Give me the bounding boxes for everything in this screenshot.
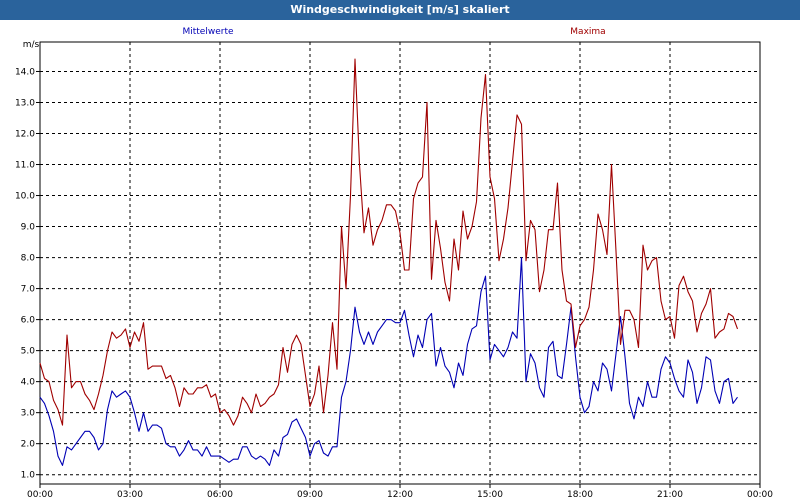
window-title: Windgeschwindigkeit [m/s] skaliert — [0, 0, 800, 20]
y-tick-label: 9.0 — [21, 223, 36, 233]
x-tick-time: 09:00 — [297, 490, 323, 500]
x-tick-time: 06:00 — [207, 490, 233, 500]
x-tick-time: 18:00 — [567, 490, 593, 500]
x-tick-time: 03:00 — [117, 490, 143, 500]
series-group — [39, 58, 739, 466]
y-tick-label: 1.0 — [21, 471, 36, 481]
y-tick-label: 10.0 — [15, 192, 35, 202]
y-axis-unit: m/s — [23, 40, 40, 50]
wind-speed-chart: 1.0 2.0 3.0 4.0 5.0 6.0 7.0 8.0 9.0 10.0 11.0 12.0 1… — [15, 27, 773, 500]
y-tick-label: 5.0 — [21, 347, 36, 357]
x-tick-time: 12:00 — [387, 490, 413, 500]
y-tick-label: 3.0 — [21, 409, 36, 419]
x-axis: 00:0027.04.1903:0027.04.1906:0027.04.190… — [27, 484, 773, 500]
x-tick-time: 00:00 — [27, 490, 53, 500]
legend-mittelwerte: Mittelwerte — [182, 27, 233, 37]
y-tick-label: 4.0 — [21, 378, 36, 388]
y-tick-label: 13.0 — [15, 98, 35, 108]
y-tick-label: 7.0 — [21, 285, 36, 295]
series-line-maxima — [39, 58, 739, 426]
y-tick-label: 2.0 — [21, 440, 36, 450]
x-tick-time: 21:00 — [657, 490, 683, 500]
y-tick-label: 8.0 — [21, 254, 36, 264]
x-tick-time: 15:00 — [477, 490, 503, 500]
y-tick-label: 6.0 — [21, 316, 36, 326]
y-tick-label: 11.0 — [15, 161, 35, 171]
series-line-mittelwerte — [39, 257, 738, 466]
x-tick-time: 00:00 — [747, 490, 773, 500]
y-tick-label: 12.0 — [15, 130, 35, 140]
grid-lines — [40, 42, 760, 484]
y-axis: 1.0 2.0 3.0 4.0 5.0 6.0 7.0 8.0 9.0 10.0 11.0 12.0 1… — [15, 67, 40, 481]
y-tick-label: 14.0 — [15, 67, 35, 77]
legend-maxima: Maxima — [570, 27, 605, 37]
